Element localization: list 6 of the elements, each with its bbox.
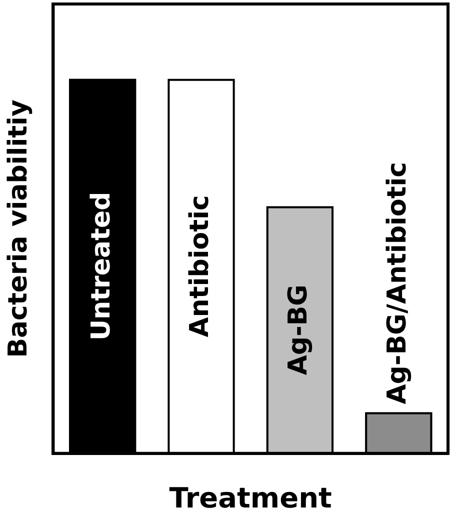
y-axis-title: Bacteria viabilitiy <box>3 100 34 358</box>
x-tick-label: Ag-BG <box>284 284 314 376</box>
x-tick-label: Ag-BG/Antibiotic <box>382 162 412 404</box>
x-tick-label: Antibiotic <box>185 195 215 338</box>
x-axis-title: Treatment <box>169 481 332 514</box>
x-tick-label: Untreated <box>86 192 116 341</box>
